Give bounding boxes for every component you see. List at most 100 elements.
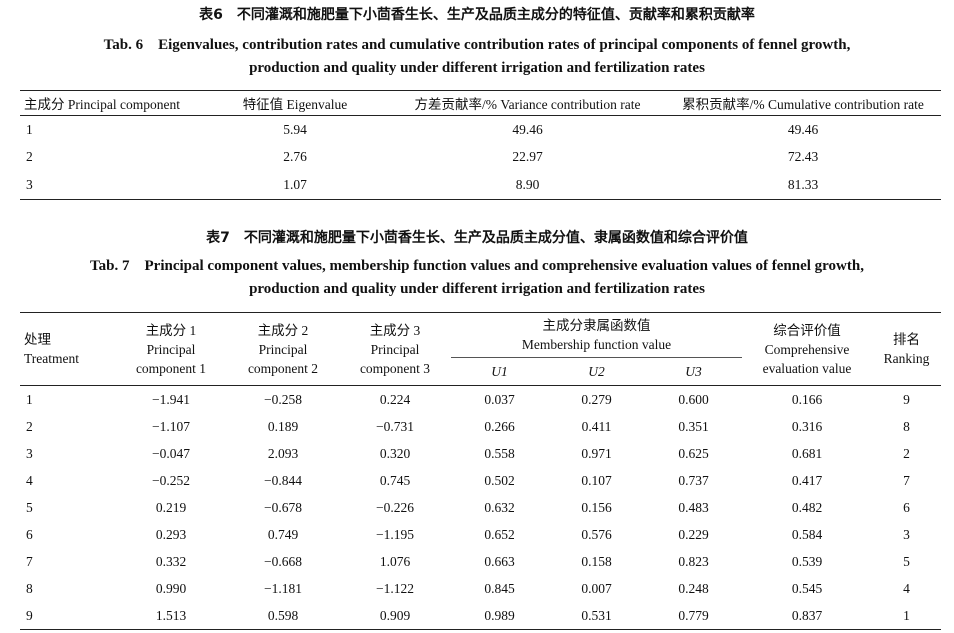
- t7-header-pc3-en1: Principal: [370, 341, 420, 357]
- t7-cell-u1: 0.632: [484, 499, 515, 515]
- table-row: 1 5.94 49.46 49.46: [20, 116, 941, 144]
- t7-cell-ranking: 6: [903, 499, 910, 515]
- t6-cell-cumulative-rate: 49.46: [787, 121, 819, 137]
- t7-cell-u3: 0.737: [678, 472, 709, 488]
- t7-cell-pc1: 0.293: [155, 526, 187, 542]
- t7-cell-u1: 0.989: [484, 607, 515, 623]
- t7-header-treatment-cn: 处理: [24, 332, 51, 347]
- t7-header-pc2-en2: component 2: [247, 360, 319, 376]
- t7-header-pc2-cn: 主成分 2: [257, 322, 309, 338]
- t7-cell-ranking: 7: [903, 472, 910, 488]
- t7-header-mf-cn: 主成分隶属函数值: [542, 318, 651, 333]
- t6-cell-eigenvalue: 2.76: [283, 149, 307, 165]
- table-row: 3 −0.047 2.093 0.320 0.558 0.971 0.625 0.681 2: [20, 440, 941, 467]
- t7-cell-ranking: 3: [903, 526, 910, 542]
- t7-header-rank-en: Ranking: [883, 351, 930, 366]
- t7-cell-treatment: 3: [26, 445, 33, 461]
- t7-cell-pc2: 0.749: [267, 526, 299, 542]
- t7-cell-u2: 0.158: [581, 553, 612, 569]
- t6-cell-principal-component: 3: [26, 176, 33, 192]
- t7-cell-u3: 0.351: [678, 418, 709, 434]
- t7-cell-treatment: 6: [26, 526, 33, 542]
- t6-header-eigenvalue: 特征值 Eigenvalue: [200, 90, 390, 116]
- t7-header-pc1-en1: Principal: [146, 341, 196, 357]
- t7-cell-pc3: −1.195: [376, 526, 414, 542]
- t7-cell-u2: 0.007: [581, 580, 612, 596]
- table6-body: 1 5.94 49.46 49.46 2 2.76 22.97 72.43 3 1.07 8.90 8…: [20, 116, 941, 200]
- table-row: 3 1.07 8.90 81.33: [20, 171, 941, 199]
- t6-cell-eigenvalue: 1.07: [283, 176, 307, 192]
- t7-cell-comprehensive-evaluation: 0.482: [791, 499, 823, 515]
- t7-cell-pc3: 0.909: [379, 607, 411, 623]
- t7-cell-comprehensive-evaluation: 0.539: [791, 553, 823, 569]
- table7-caption-en-line1: Tab. 7 Principal component values, membe…: [90, 258, 864, 274]
- t7-cell-pc3: −0.731: [376, 418, 414, 434]
- t7-cell-u1: 0.558: [484, 445, 515, 461]
- table7-body: 1 −1.941 −0.258 0.224 0.037 0.279 0.600 0.166 9 2…: [20, 386, 941, 630]
- table-row: 2 2.76 22.97 72.43: [20, 144, 941, 172]
- t6-header-variance-rate: 方差贡献率/% Variance contribution rate: [390, 90, 665, 116]
- t6-cell-cumulative-rate: 81.33: [787, 176, 819, 192]
- t7-header-ce-en1: Comprehensive: [764, 341, 850, 357]
- t7-cell-pc3: −0.226: [376, 499, 414, 515]
- t7-cell-u1: 0.502: [484, 472, 515, 488]
- table-row: 5 0.219 −0.678 −0.226 0.632 0.156 0.483 0.482 6: [20, 494, 941, 521]
- t7-cell-comprehensive-evaluation: 0.681: [791, 445, 823, 461]
- t7-cell-pc1: 0.219: [155, 499, 187, 515]
- t7-header-pc1-cn: 主成分 1: [145, 322, 197, 338]
- t7-cell-u2: 0.531: [581, 607, 612, 623]
- t7-cell-treatment: 1: [26, 391, 33, 407]
- t6-cell-principal-component: 1: [26, 121, 33, 137]
- t7-cell-pc1: −0.252: [152, 472, 190, 488]
- t7-cell-u2: 0.279: [581, 391, 612, 407]
- t7-cell-pc1: 1.513: [155, 607, 187, 623]
- t7-cell-treatment: 5: [26, 499, 33, 515]
- t7-cell-u3: 0.625: [678, 445, 709, 461]
- t7-header-pc2: 主成分 2 Principal component 2: [227, 312, 339, 386]
- t7-cell-pc1: 0.332: [155, 553, 187, 569]
- table7-caption-en-line2: production and quality under different i…: [249, 281, 705, 297]
- t7-cell-u3: 0.779: [678, 607, 709, 623]
- table-row: 4 −0.252 −0.844 0.745 0.502 0.107 0.737 0.417 7: [20, 467, 941, 494]
- t7-cell-pc2: 0.189: [267, 418, 299, 434]
- table6-caption-en-line1: Tab. 6 Eigenvalues, contribution rates a…: [103, 37, 851, 53]
- t7-header-pc3: 主成分 3 Principal component 3: [339, 312, 451, 386]
- t7-cell-pc3: 0.320: [379, 445, 411, 461]
- t7-cell-u1: 0.652: [484, 526, 515, 542]
- t7-header-ranking: 排名 Ranking: [872, 312, 941, 386]
- t7-cell-comprehensive-evaluation: 0.316: [791, 418, 823, 434]
- t7-cell-u3: 0.823: [678, 553, 709, 569]
- t7-header-pc1-en2: component 1: [135, 360, 207, 376]
- table6-caption-cn: 表6 不同灌溉和施肥量下小茴香生长、生产及品质主成分的特征值、贡献率和累积贡献率: [199, 7, 755, 23]
- t7-cell-ranking: 4: [903, 580, 910, 596]
- t7-header-u3: U3: [645, 357, 742, 386]
- t7-header-ce-cn: 综合评价值: [773, 322, 841, 338]
- t7-cell-comprehensive-evaluation: 0.837: [791, 607, 823, 623]
- table-row: 9 1.513 0.598 0.909 0.989 0.531 0.779 0.837 1: [20, 602, 941, 630]
- t7-cell-pc2: −1.181: [264, 580, 302, 596]
- t6-cell-variance-rate: 8.90: [515, 176, 540, 192]
- table6: 主成分 Principal component 特征值 Eigenvalue 方…: [20, 90, 941, 200]
- t7-cell-comprehensive-evaluation: 0.417: [791, 472, 823, 488]
- t7-header-u1: U1: [451, 357, 548, 386]
- t7-header-comprehensive-evaluation: 综合评价值 Comprehensive evaluation value: [742, 312, 872, 386]
- t7-header-treatment: 处理 Treatment: [20, 312, 115, 386]
- t7-cell-u1: 0.845: [484, 580, 515, 596]
- t7-cell-u3: 0.248: [678, 580, 709, 596]
- table7: 处理 Treatment 主成分 1 Principal component 1…: [20, 312, 941, 630]
- t7-cell-u2: 0.576: [581, 526, 612, 542]
- t7-cell-ranking: 1: [903, 607, 910, 623]
- t7-cell-ranking: 5: [903, 553, 910, 569]
- t7-cell-pc3: −1.122: [376, 580, 414, 596]
- t6-cell-eigenvalue: 5.94: [283, 121, 307, 137]
- t7-cell-u2: 0.971: [581, 445, 612, 461]
- t7-cell-ranking: 9: [903, 391, 910, 407]
- t7-header-pc1: 主成分 1 Principal component 1: [115, 312, 227, 386]
- t7-cell-pc2: 2.093: [267, 445, 299, 461]
- t7-cell-u3: 0.600: [678, 391, 709, 407]
- t7-header-pc2-en1: Principal: [258, 341, 308, 357]
- table7-caption-cn: 表7 不同灌溉和施肥量下小茴香生长、生产及品质主成分值、隶属函数值和综合评价值: [206, 230, 748, 246]
- table6-caption-en-line2: production and quality under different i…: [249, 60, 705, 76]
- t6-cell-variance-rate: 22.97: [512, 149, 543, 165]
- table-row: 1 −1.941 −0.258 0.224 0.037 0.279 0.600 0.166 9: [20, 386, 941, 414]
